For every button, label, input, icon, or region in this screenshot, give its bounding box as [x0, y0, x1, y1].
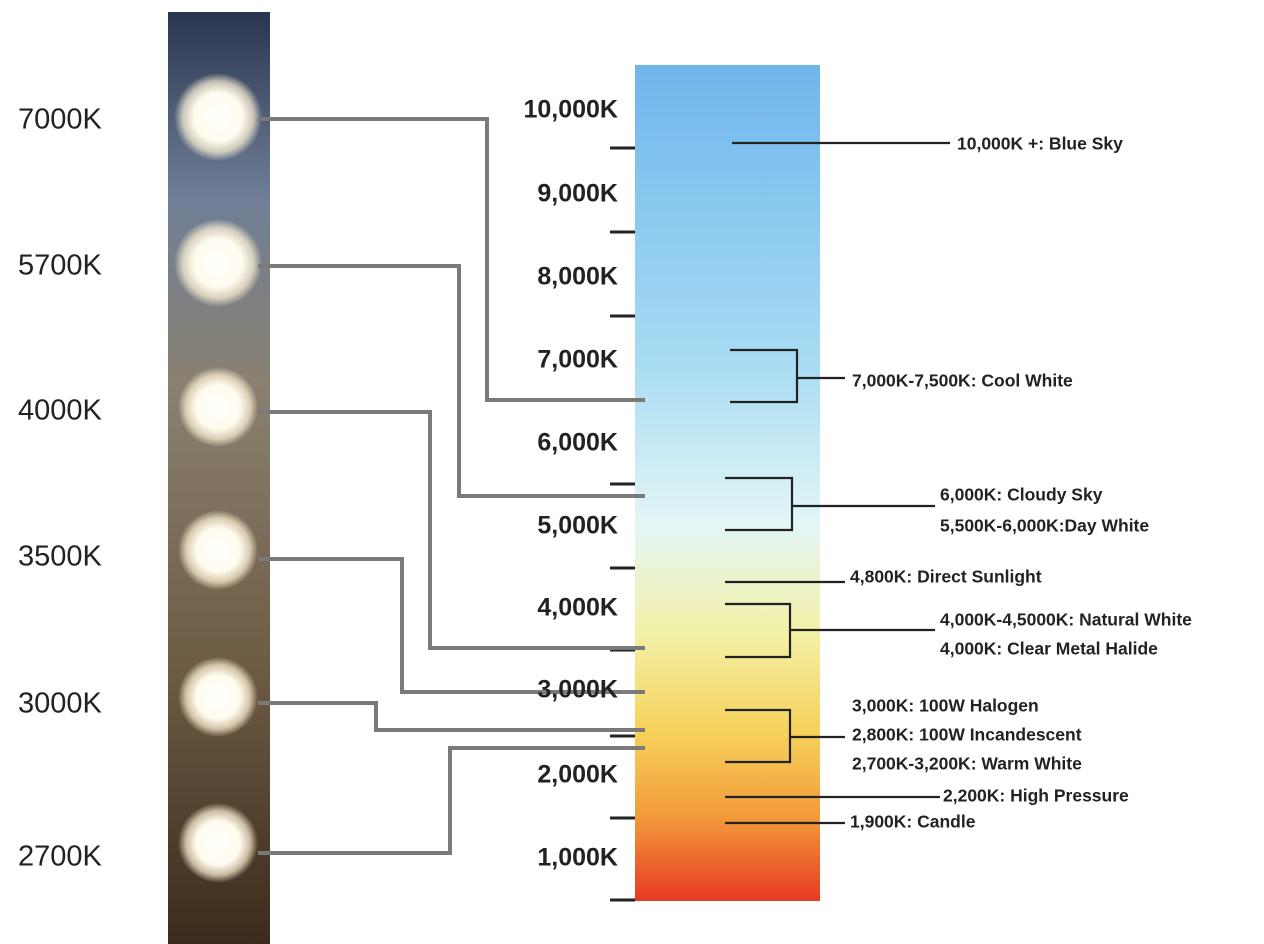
annotation: 10,000K +: Blue Sky	[957, 134, 1123, 154]
led	[178, 510, 258, 590]
annotation-texts: 10,000K +: Blue Sky 7,000K-7,500K: Cool …	[850, 134, 1192, 832]
led	[178, 657, 258, 737]
annotation: 5,500K-6,000K:Day White	[940, 516, 1149, 536]
led	[174, 73, 262, 161]
annotation: 4,000K-4,5000K: Natural White	[940, 610, 1192, 630]
scale-label: 2,000K	[537, 761, 618, 789]
annotation: 3,000K: 100W Halogen	[852, 696, 1039, 716]
scale-label: 10,000K	[523, 96, 618, 124]
annotation: 2,800K: 100W Incandescent	[852, 725, 1082, 745]
annotation: 2,200K: High Pressure	[943, 786, 1129, 806]
annotation: 6,000K: Cloudy Sky	[940, 485, 1103, 505]
scale-label: 9,000K	[537, 180, 618, 208]
scale-label: 3,000K	[537, 676, 618, 704]
connector	[258, 266, 645, 496]
scale-label: 1,000K	[537, 844, 618, 872]
color-temperature-diagram: 7000K 5700K 4000K 3500K 3000K 2700K 10,0…	[0, 0, 1264, 944]
led	[178, 367, 258, 447]
led-label: 7000K	[18, 104, 103, 136]
scale-label: 5,000K	[537, 512, 618, 540]
annotation: 2,700K-3,200K: Warm White	[852, 754, 1082, 774]
connector	[258, 703, 645, 730]
scale-label: 8,000K	[537, 263, 618, 291]
led-label: 5700K	[18, 250, 103, 282]
led	[178, 803, 258, 883]
led-label: 3500K	[18, 541, 103, 573]
led-label: 3000K	[18, 688, 103, 720]
connector	[258, 559, 645, 692]
annotation: 7,000K-7,500K: Cool White	[852, 371, 1073, 391]
annotation: 4,800K: Direct Sunlight	[850, 567, 1042, 587]
led	[174, 219, 262, 307]
annotation: 1,900K: Candle	[850, 812, 976, 832]
scale-labels: 10,000K 9,000K 8,000K 7,000K 6,000K 5,00…	[523, 96, 618, 872]
connectors	[258, 119, 645, 853]
scale-label: 7,000K	[537, 346, 618, 374]
led-label: 4000K	[18, 395, 103, 427]
scale-label: 6,000K	[537, 429, 618, 457]
led-label: 2700K	[18, 841, 103, 873]
scale-label: 4,000K	[537, 594, 618, 622]
annotation: 4,000K: Clear Metal Halide	[940, 639, 1158, 659]
led-labels: 7000K 5700K 4000K 3500K 3000K 2700K	[18, 104, 103, 873]
